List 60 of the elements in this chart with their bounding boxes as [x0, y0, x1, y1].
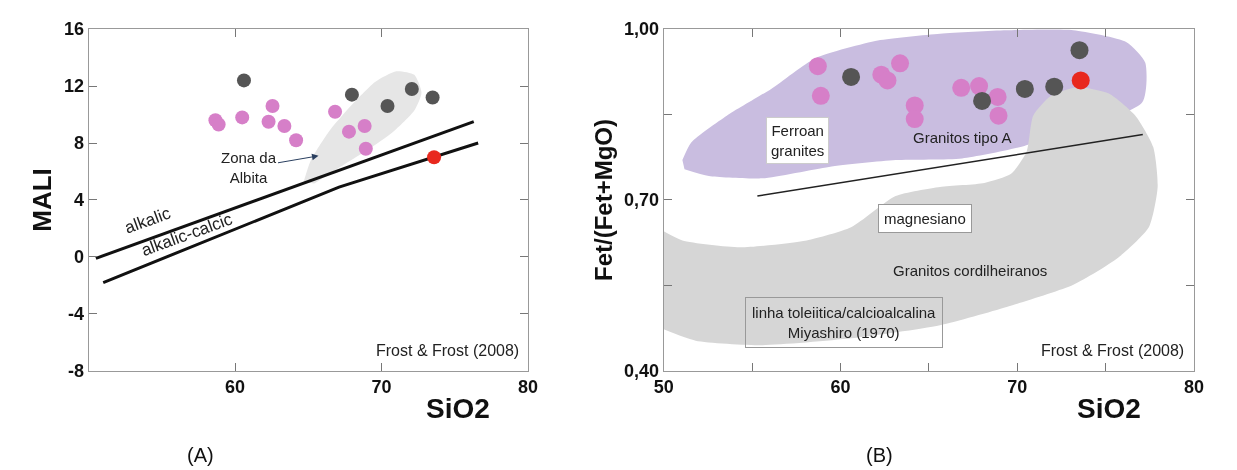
annotation: Frost & Frost (2008): [1041, 342, 1185, 359]
point: [808, 57, 827, 76]
point: [328, 104, 343, 119]
y-tick-label: 12: [63, 76, 84, 97]
point: [811, 86, 830, 105]
point: [891, 54, 910, 73]
x-axis-title: SiO2: [426, 393, 490, 424]
y-tick-label: 1,00: [624, 19, 660, 40]
point: [1070, 41, 1089, 60]
point: [235, 110, 250, 125]
point: [261, 114, 276, 129]
y-tick-label: -8: [67, 361, 84, 382]
x-tick-label: 70: [371, 377, 392, 398]
y-tick-label: 0: [73, 247, 84, 268]
annotation: Zona da Albita: [221, 149, 277, 186]
point: [427, 150, 442, 165]
x-tick-label: 60: [830, 377, 851, 398]
x-tick-label: 70: [1007, 377, 1028, 398]
y-axis-title: MALI: [27, 168, 58, 232]
point: [1045, 77, 1064, 96]
y-tick-label: 0,70: [624, 190, 660, 211]
y-tick-label: 16: [63, 19, 84, 40]
point: [988, 87, 1007, 106]
annotation: Granitos cordilheiranos: [893, 262, 1048, 279]
point: [970, 77, 989, 96]
y-axis-title: Fet/(Fet+MgO): [590, 118, 618, 281]
point: [236, 73, 251, 88]
annotation: Granitos tipo A: [913, 129, 1012, 146]
y-tick-label: 8: [73, 133, 84, 154]
point: [265, 99, 280, 114]
point: [289, 133, 304, 148]
x-axis-title: SiO2: [1077, 393, 1141, 424]
point: [842, 67, 861, 86]
x-tick-label: 60: [225, 377, 246, 398]
point: [1015, 79, 1034, 98]
x-tick-label: 80: [1184, 377, 1205, 398]
annotation: magnesiano: [884, 210, 966, 227]
point: [1071, 71, 1090, 90]
point: [973, 91, 992, 110]
annotation: Frost & Frost (2008): [376, 342, 520, 359]
x-tick-label: 80: [517, 377, 538, 398]
annotation: linha toleiitica/calcioalcalina Miyashiro (1970): [752, 304, 937, 341]
point: [404, 81, 419, 96]
point: [380, 99, 395, 114]
point: [878, 71, 897, 90]
point: [341, 124, 356, 139]
y-tick-label: 4: [73, 190, 84, 211]
text: (A): [187, 444, 214, 466]
point: [952, 78, 971, 97]
point: [425, 90, 440, 105]
point: [989, 106, 1008, 125]
annotation: Ferroan granites: [771, 122, 825, 159]
y-tick-label: -4: [67, 304, 84, 325]
point: [358, 141, 373, 156]
point: [357, 118, 372, 133]
text: (B): [866, 444, 893, 466]
point: [211, 117, 226, 132]
point: [344, 87, 359, 102]
point: [905, 110, 924, 129]
point: [277, 118, 292, 133]
